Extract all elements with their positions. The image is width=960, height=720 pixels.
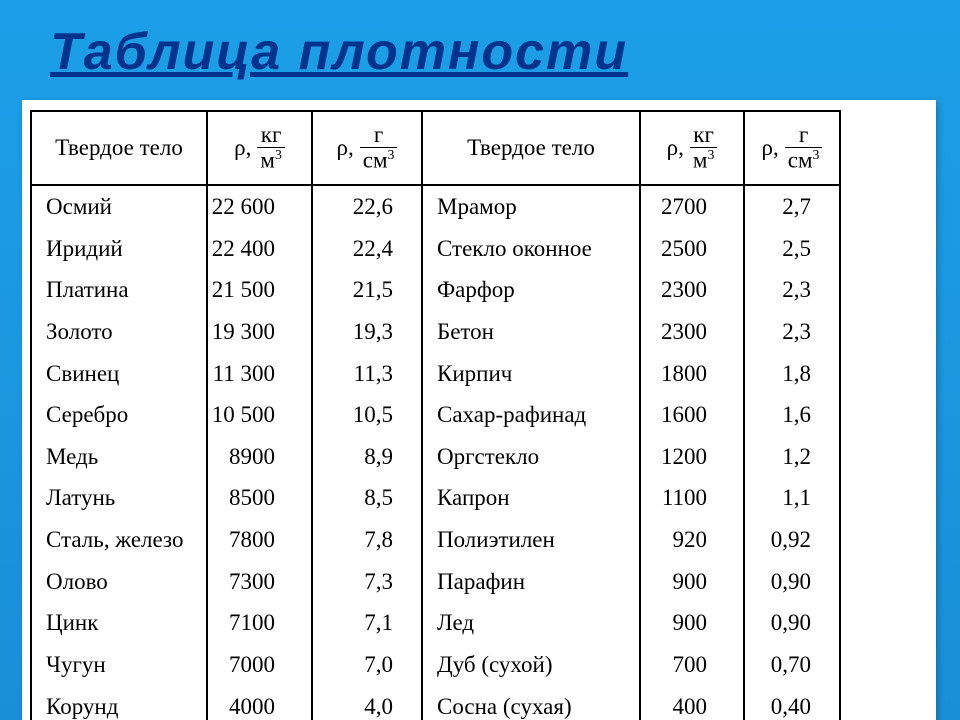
- material-name: Капрон: [423, 477, 641, 519]
- density-kgm3: 7100: [208, 602, 313, 644]
- density-gcm3: 2,5: [745, 228, 841, 270]
- material-name: Сахар-рафинад: [423, 394, 641, 436]
- density-gcm3: 2,7: [745, 186, 841, 228]
- density-kgm3: 2500: [641, 228, 745, 270]
- density-gcm3: 7,0: [313, 644, 423, 686]
- material-name: Бетон: [423, 311, 641, 353]
- density-kgm3: 8900: [208, 436, 313, 478]
- material-name: Цинк: [30, 602, 208, 644]
- material-name: Медь: [30, 436, 208, 478]
- density-table: Твердое тело ρ, кгм3 ρ, гсм3 Твердое тел…: [30, 110, 928, 720]
- density-gcm3: 0,40: [745, 686, 841, 720]
- col-header-gcm3-left: ρ, гсм3: [313, 110, 423, 186]
- density-kgm3: 400: [641, 686, 745, 720]
- density-kgm3: 1600: [641, 394, 745, 436]
- density-kgm3: 2300: [641, 269, 745, 311]
- col-header-kgm3-left: ρ, кгм3: [208, 110, 313, 186]
- density-gcm3: 7,3: [313, 561, 423, 603]
- col-header-kgm3-right: ρ, кгм3: [641, 110, 745, 186]
- density-kgm3: 700: [641, 644, 745, 686]
- material-name: Свинец: [30, 353, 208, 395]
- density-kgm3: 1800: [641, 353, 745, 395]
- density-kgm3: 900: [641, 602, 745, 644]
- density-gcm3: 2,3: [745, 269, 841, 311]
- density-kgm3: 2300: [641, 311, 745, 353]
- density-gcm3: 1,2: [745, 436, 841, 478]
- page-title: Таблица плотности: [0, 0, 960, 82]
- density-gcm3: 11,3: [313, 353, 423, 395]
- material-name: Лед: [423, 602, 641, 644]
- col-header-solid-left: Твердое тело: [30, 110, 208, 186]
- density-gcm3: 0,90: [745, 561, 841, 603]
- density-gcm3: 7,1: [313, 602, 423, 644]
- material-name: Чугун: [30, 644, 208, 686]
- density-gcm3: 2,3: [745, 311, 841, 353]
- density-kgm3: 7800: [208, 519, 313, 561]
- material-name: Корунд: [30, 686, 208, 720]
- material-name: Сталь, железо: [30, 519, 208, 561]
- material-name: Серебро: [30, 394, 208, 436]
- density-kgm3: 21 500: [208, 269, 313, 311]
- material-name: Полиэтилен: [423, 519, 641, 561]
- density-gcm3: 0,90: [745, 602, 841, 644]
- material-name: Латунь: [30, 477, 208, 519]
- material-name: Оргстекло: [423, 436, 641, 478]
- density-gcm3: 4,0: [313, 686, 423, 720]
- col-header-solid-right: Твердое тело: [423, 110, 641, 186]
- density-gcm3: 10,5: [313, 394, 423, 436]
- material-name: Иридий: [30, 228, 208, 270]
- density-kgm3: 19 300: [208, 311, 313, 353]
- col-header-gcm3-right: ρ, гсм3: [745, 110, 841, 186]
- slide-background: Таблица плотности Твердое тело ρ, кгм3 ρ…: [0, 0, 960, 720]
- density-kgm3: 11 300: [208, 353, 313, 395]
- density-gcm3: 19,3: [313, 311, 423, 353]
- material-name: Олово: [30, 561, 208, 603]
- density-kgm3: 8500: [208, 477, 313, 519]
- density-kgm3: 7000: [208, 644, 313, 686]
- density-gcm3: 8,9: [313, 436, 423, 478]
- material-name: Сосна (сухая): [423, 686, 641, 720]
- density-kgm3: 1200: [641, 436, 745, 478]
- density-gcm3: 21,5: [313, 269, 423, 311]
- density-gcm3: 7,8: [313, 519, 423, 561]
- density-gcm3: 1,1: [745, 477, 841, 519]
- density-kgm3: 900: [641, 561, 745, 603]
- density-gcm3: 22,6: [313, 186, 423, 228]
- density-gcm3: 1,8: [745, 353, 841, 395]
- density-kgm3: 7300: [208, 561, 313, 603]
- material-name: Парафин: [423, 561, 641, 603]
- density-kgm3: 10 500: [208, 394, 313, 436]
- density-gcm3: 8,5: [313, 477, 423, 519]
- density-kgm3: 22 600: [208, 186, 313, 228]
- density-kgm3: 920: [641, 519, 745, 561]
- density-kgm3: 4000: [208, 686, 313, 720]
- material-name: Фарфор: [423, 269, 641, 311]
- density-gcm3: 0,70: [745, 644, 841, 686]
- material-name: Золото: [30, 311, 208, 353]
- density-gcm3: 22,4: [313, 228, 423, 270]
- material-name: Осмий: [30, 186, 208, 228]
- density-kgm3: 1100: [641, 477, 745, 519]
- density-gcm3: 0,92: [745, 519, 841, 561]
- material-name: Платина: [30, 269, 208, 311]
- material-name: Мрамор: [423, 186, 641, 228]
- material-name: Кирпич: [423, 353, 641, 395]
- density-gcm3: 1,6: [745, 394, 841, 436]
- density-table-card: Твердое тело ρ, кгм3 ρ, гсм3 Твердое тел…: [22, 100, 936, 720]
- density-kgm3: 22 400: [208, 228, 313, 270]
- density-kgm3: 2700: [641, 186, 745, 228]
- material-name: Дуб (сухой): [423, 644, 641, 686]
- material-name: Стекло оконное: [423, 228, 641, 270]
